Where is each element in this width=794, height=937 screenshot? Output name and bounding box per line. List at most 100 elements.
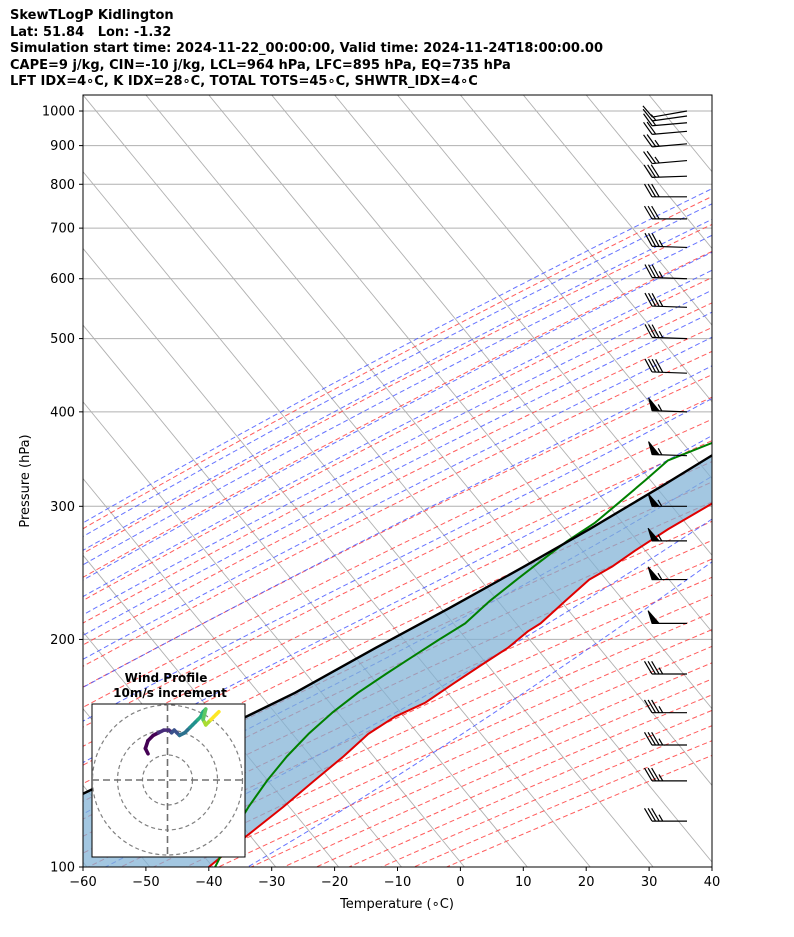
dry-adiabat [83,396,712,708]
wind-barb-full [643,699,653,713]
wind-barb-shaft [652,122,688,127]
wind-barb-flag [648,397,661,412]
moist-adiabat [83,234,712,566]
wind-barb-full [647,183,657,198]
header-times: Simulation start time: 2024-11-22_00:00:… [10,41,603,56]
x-tick-label: −50 [132,875,159,890]
wind-barb-full [648,264,657,278]
moist-adiabat [83,336,712,660]
isotherm-gridline [83,861,88,867]
wind-barb-flag [648,441,661,456]
wind-barb-full [643,731,653,746]
moist-adiabat [83,218,712,551]
isotherm-gridline [145,95,712,787]
wind-barb-half [657,534,663,542]
wind-barb-full [655,359,664,373]
moist-adiabat [105,518,712,867]
wind-barb-full [642,108,653,122]
y-axis-label: Pressure (hPa) [18,434,33,527]
wind-barb-full [643,808,653,822]
y-tick-label: 100 [50,861,75,876]
wind-barb-full [643,164,653,178]
hodograph-plot-area [92,704,245,857]
header-stability-indices: LFT IDX=4∘C, K IDX=28∘C, TOTAL TOTS=45∘C… [10,74,478,89]
wind-barb-shaft [652,336,688,340]
wind-barb-half [658,330,664,339]
dry-adiabat [348,709,712,867]
y-tick-label: 600 [50,272,75,287]
wind-barb [642,105,688,118]
wind-barb [643,205,687,220]
isotherm-gridline [83,247,591,867]
wind-barb-full [651,808,660,822]
wind-barb [644,358,688,374]
wind-barb [647,493,687,507]
dry-adiabat [83,326,712,646]
moist-adiabat [83,434,712,764]
x-axis-label: Temperature (∘C) [339,897,454,912]
isotherm-gridline [83,324,528,867]
wind-barb [647,610,687,625]
wind-barb-half [658,239,664,247]
wind-barb [644,324,688,340]
wind-barb-half [650,119,657,126]
wind-barb-shaft [652,276,688,280]
wind-barb-half [658,667,664,675]
y-tick-label: 200 [50,633,75,648]
wind-barb-flag [647,610,661,624]
wind-barb [643,183,687,198]
wind-barb [643,164,688,178]
adiabat-lines [83,95,794,867]
wind-barb-full [642,105,653,118]
wind-barb [643,808,687,822]
dry-adiabat [83,276,712,602]
x-tick-label: 10 [515,875,532,890]
wind-barb-full [648,292,657,307]
wind-barb-full [647,699,657,713]
dry-adiabat [446,754,712,867]
wind-barb [643,121,688,135]
wind-barb-half [658,738,664,746]
wind-barb-flag [647,566,661,581]
wind-barb [643,699,687,714]
wind-barb-half [654,139,660,147]
isotherm-gridline [208,95,712,710]
wind-barb-shaft [652,115,688,122]
wind-barb-full [646,150,657,164]
wind-barb [643,150,688,165]
wind-barb-half [658,814,664,822]
header-parcel-indices: CAPE=9 j/kg, CIN=-10 j/kg, LCL=964 hPa, … [10,57,511,73]
wind-barb-full [646,134,657,147]
y-tick-label: 700 [50,222,75,237]
dry-adiabat [83,461,712,766]
wind-barb-full [651,660,660,675]
moist-adiabat [83,203,712,538]
grid-lines [83,95,712,867]
wind-barb-full [643,151,653,164]
wind-barb-shaft [652,130,688,135]
wind-barb-full [647,767,657,782]
isotherm-gridline [397,95,712,480]
y-tick-label: 400 [50,405,75,420]
wind-barb [643,134,688,148]
moist-adiabat [83,289,712,616]
moist-adiabat [83,365,712,688]
isotherm-gridline [522,95,712,326]
wind-barb [644,292,688,308]
wind-barb-full [651,205,660,220]
dry-adiabat [83,539,712,837]
mixing-ratio-line [736,95,794,279]
wind-barb-full [646,121,657,135]
wind-barb-flag [647,493,661,507]
wind-barb-full [651,358,660,373]
x-tick-label: −10 [384,875,411,890]
wind-barb-full [651,264,660,279]
header-location: Lat: 51.84 Lon: -1.32 [10,24,172,40]
wind-barb-half [658,271,664,279]
wind-barb-full [643,660,653,675]
isotherm-gridline [585,95,712,250]
wind-barb-half [658,706,664,713]
wind-barb-full [643,121,653,135]
wind-barb-half [657,499,663,507]
wind-barb-full [651,324,660,338]
